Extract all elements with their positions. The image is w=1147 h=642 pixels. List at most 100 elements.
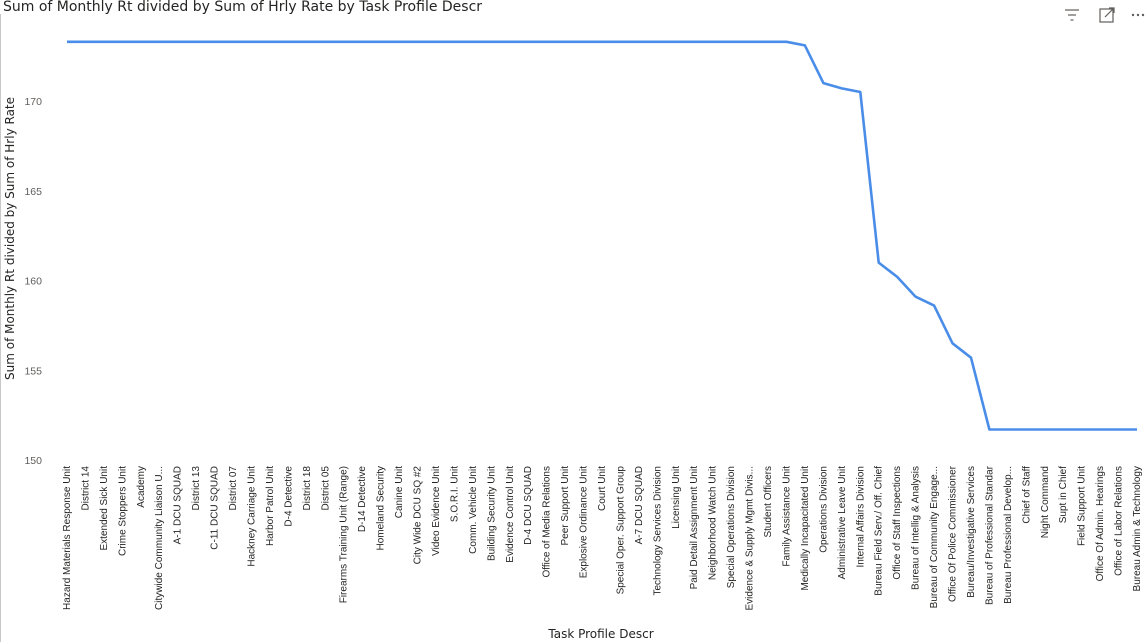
x-tick-label: Night Command (1040, 466, 1051, 538)
filter-icon[interactable] (1063, 6, 1081, 24)
data-point[interactable] (322, 39, 328, 45)
data-point[interactable] (248, 39, 254, 45)
data-point[interactable] (175, 39, 181, 45)
x-tick-label: Special Oper. Support Group (615, 466, 626, 595)
x-tick-label: D-4 DCU SQUAD (523, 466, 534, 545)
data-point[interactable] (783, 39, 789, 45)
data-point[interactable] (617, 39, 623, 45)
data-point[interactable] (876, 260, 882, 266)
data-point[interactable] (1005, 426, 1011, 432)
x-tick-label: Family Assistance Unit (781, 466, 792, 567)
data-point[interactable] (230, 39, 236, 45)
data-point[interactable] (802, 42, 808, 48)
data-point[interactable] (470, 39, 476, 45)
x-tick-label: Crime Stoppers Unit (117, 466, 128, 556)
x-tick-label: Internal Affairs Division (855, 466, 866, 568)
data-point[interactable] (968, 355, 974, 361)
x-tick-label: Homeland Security (376, 466, 387, 550)
x-tick-label: Paid Detail Assignment Unit (689, 466, 700, 590)
x-tick-label: Chief of Staff (1021, 466, 1032, 524)
data-point[interactable] (156, 39, 162, 45)
x-tick-label: Firearms Training Unit (Range) (339, 466, 350, 603)
data-point[interactable] (747, 39, 753, 45)
data-point[interactable] (857, 89, 863, 95)
data-point[interactable] (82, 39, 88, 45)
data-point[interactable] (64, 39, 70, 45)
x-tick-label: Supt in Chief (1058, 466, 1069, 523)
data-point[interactable] (101, 39, 107, 45)
data-point[interactable] (654, 39, 660, 45)
x-tick-label: Harbor Patrol Unit (265, 466, 276, 546)
x-tick-label: Comm. Vehicle Unit (468, 466, 479, 554)
data-point[interactable] (415, 39, 421, 45)
x-tick-label: Evidence Control Unit (505, 466, 516, 563)
data-point[interactable] (820, 80, 826, 86)
more-options-icon[interactable] (1130, 6, 1147, 24)
data-point[interactable] (599, 39, 605, 45)
series-line[interactable] (67, 40, 1137, 431)
x-tick-label: District 18 (302, 466, 313, 511)
data-point[interactable] (267, 39, 273, 45)
data-point[interactable] (341, 39, 347, 45)
x-tick-label: Office of Staff Inspections (892, 466, 903, 580)
visual-border (0, 14, 1, 642)
data-point[interactable] (359, 39, 365, 45)
data-point[interactable] (433, 39, 439, 45)
data-point[interactable] (728, 39, 734, 45)
data-point[interactable] (636, 39, 642, 45)
data-point[interactable] (839, 85, 845, 91)
data-point[interactable] (193, 39, 199, 45)
data-point[interactable] (950, 340, 956, 346)
data-point[interactable] (304, 39, 310, 45)
data-point[interactable] (1079, 426, 1085, 432)
data-point[interactable] (931, 303, 937, 309)
data-point[interactable] (396, 39, 402, 45)
x-tick-label: D-14 Detective (357, 466, 368, 533)
x-tick-label: District 13 (191, 466, 202, 511)
x-tick-label: Bureau of Community Engage... (929, 466, 940, 608)
data-point[interactable] (507, 39, 513, 45)
x-tick-label: D-4 Detective (283, 466, 294, 527)
data-point[interactable] (1097, 426, 1103, 432)
data-point[interactable] (525, 39, 531, 45)
data-point[interactable] (673, 39, 679, 45)
x-tick-label: Bureau of Professional Standar (984, 465, 995, 605)
x-tick-label: Academy (136, 466, 147, 508)
x-tick-label: Student Officers (763, 466, 774, 538)
data-point[interactable] (765, 39, 771, 45)
y-tick-label: 170 (24, 96, 42, 108)
x-tick-label: District 05 (320, 466, 331, 511)
focus-mode-icon[interactable] (1098, 6, 1116, 24)
data-point[interactable] (1116, 426, 1122, 432)
data-point[interactable] (285, 39, 291, 45)
data-point[interactable] (1042, 426, 1048, 432)
data-point[interactable] (581, 39, 587, 45)
data-point[interactable] (544, 39, 550, 45)
data-point[interactable] (451, 39, 457, 45)
data-point[interactable] (691, 39, 697, 45)
x-tick-label: Bureau Admin & Technology (1132, 466, 1143, 591)
data-point[interactable] (488, 39, 494, 45)
x-tick-label: Hackney Carriage Unit (246, 466, 257, 567)
chart-title: Sum of Monthly Rt divided by Sum of Hrly… (3, 0, 483, 15)
x-axis-title: Task Profile Descr (548, 627, 654, 641)
data-point[interactable] (212, 39, 218, 45)
x-tick-label: C-11 DCU SQUAD (210, 466, 221, 550)
x-tick-label: Bureau Field Serv./ Off. Chief (874, 466, 885, 596)
data-point[interactable] (710, 39, 716, 45)
y-tick-label: 160 (24, 276, 42, 288)
data-point[interactable] (1134, 426, 1140, 432)
data-point[interactable] (913, 294, 919, 300)
x-tick-label: Building Security Unit (486, 466, 497, 561)
data-point[interactable] (986, 426, 992, 432)
data-point[interactable] (562, 39, 568, 45)
x-tick-label: Hazard Materials Response Unit (62, 466, 73, 610)
data-point[interactable] (894, 274, 900, 280)
data-point[interactable] (119, 39, 125, 45)
data-point[interactable] (1060, 426, 1066, 432)
data-point[interactable] (378, 39, 384, 45)
data-point[interactable] (138, 39, 144, 45)
x-tick-label: Office Of Admin. Hearings (1095, 466, 1106, 581)
x-tick-label: Field Support Unit (1077, 466, 1088, 546)
data-point[interactable] (1023, 426, 1029, 432)
